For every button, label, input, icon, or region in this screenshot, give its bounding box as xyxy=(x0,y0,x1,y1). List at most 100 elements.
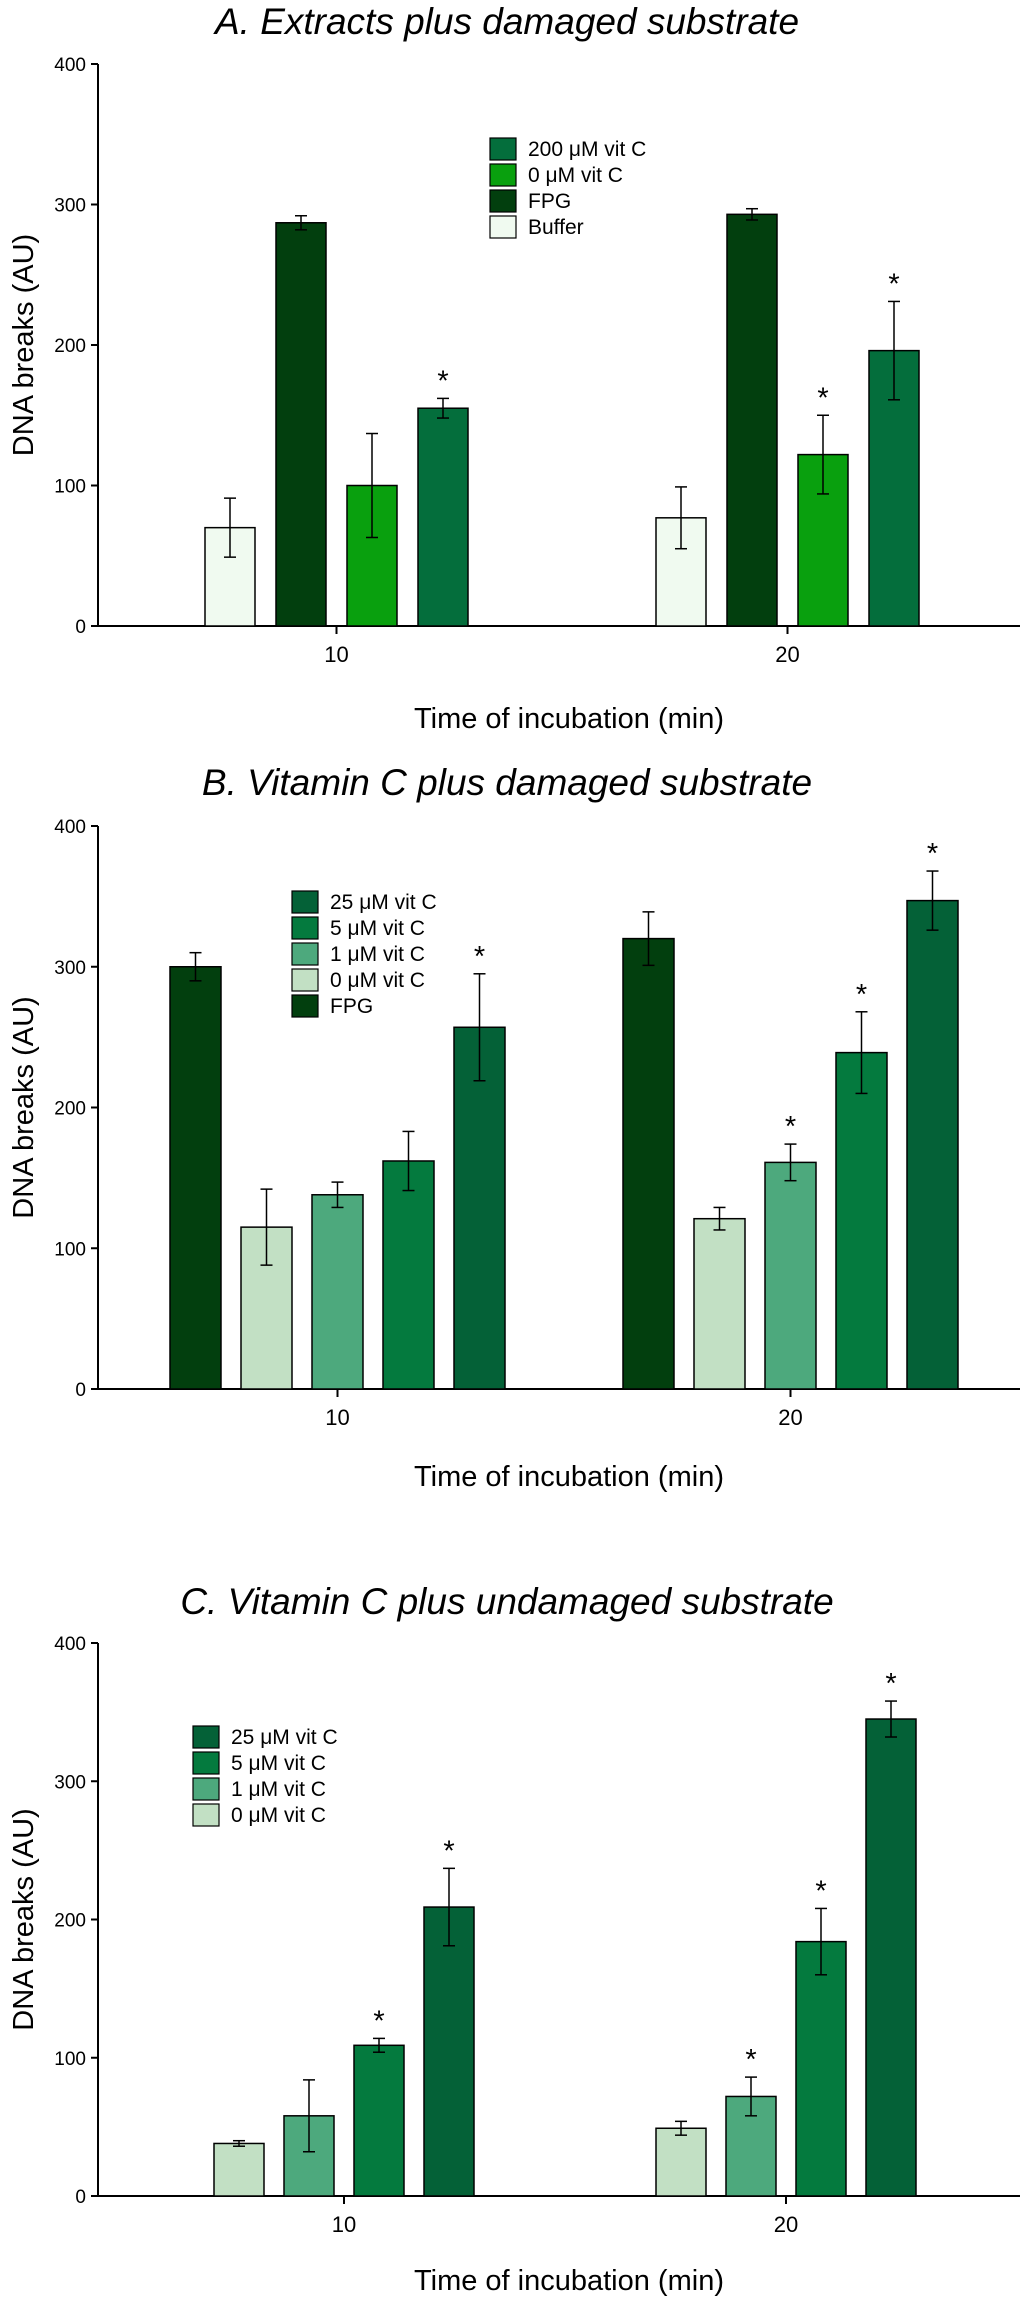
x-tick-label: 20 xyxy=(778,1405,802,1430)
legend-swatch-0-um-vit-c xyxy=(192,1803,220,1827)
error-bar xyxy=(926,870,939,931)
legend-label: FPG xyxy=(330,995,373,1018)
legend-label: 200 μM vit C xyxy=(528,138,646,161)
significance-mark: * xyxy=(856,979,867,1011)
legend-swatch-0-um-vit-c xyxy=(489,163,517,187)
bar-5-um-vit-c-10min xyxy=(353,2044,405,2197)
legend-swatch-buffer xyxy=(489,215,517,239)
bar-25-um-vit-c-20min xyxy=(865,1718,917,2197)
error-bar xyxy=(815,1907,827,1976)
y-axis-label: DNA breaks (AU) xyxy=(8,996,40,1218)
bar-0-um-vit-c-20min xyxy=(655,2127,707,2197)
bar-25-um-vit-c-20min xyxy=(906,899,959,1390)
legend-label: 0 μM vit C xyxy=(528,164,623,187)
x-tick-label: 20 xyxy=(774,2212,798,2237)
bar-25-um-vit-c-10min xyxy=(423,1906,475,2197)
y-tick-label: 300 xyxy=(54,1772,86,1793)
x-tick-label: 10 xyxy=(332,2212,356,2237)
legend-label: 1 μM vit C xyxy=(330,943,425,966)
significance-mark: * xyxy=(927,838,938,870)
y-tick-label: 200 xyxy=(54,1911,86,1932)
legend-label: 25 μM vit C xyxy=(231,1726,338,1749)
significance-mark: * xyxy=(888,268,899,300)
bar-0-um-vit-c-10min xyxy=(213,2142,265,2197)
error-bar xyxy=(260,1188,273,1266)
y-tick-label: 300 xyxy=(54,196,86,217)
x-tick-label: 20 xyxy=(775,642,799,667)
significance-mark: * xyxy=(785,1111,796,1143)
legend: 200 μM vit C 0 μM vit C FPG Buffer xyxy=(489,137,646,239)
error-bar xyxy=(295,214,307,231)
error-bar xyxy=(855,1011,868,1095)
legend-label: 25 μM vit C xyxy=(330,891,437,914)
y-tick-label: 100 xyxy=(54,2049,86,2070)
legend-swatch-25-um-vit-c xyxy=(291,890,319,914)
error-bar xyxy=(675,2120,687,2136)
bar-5-um-vit-c-20min xyxy=(835,1051,888,1390)
error-bar xyxy=(189,951,202,982)
legend-label: 5 μM vit C xyxy=(231,1752,326,1775)
x-tick-label: 10 xyxy=(325,1405,349,1430)
bar-5-um-vit-c-10min xyxy=(382,1160,435,1390)
panel-c: C. Vitamin C plus undamaged substrate 0 10… xyxy=(8,1581,1020,2297)
legend-swatch-0-um-vit-c xyxy=(291,968,319,992)
legend-label: 1 μM vit C xyxy=(231,1778,326,1801)
chart-title: B. Vitamin C plus damaged substrate xyxy=(202,762,812,803)
bar-fpg-10min xyxy=(275,222,327,627)
error-bar xyxy=(224,497,236,558)
error-bar xyxy=(888,300,900,401)
error-bar xyxy=(746,207,758,221)
bar-200-um-vit-c-10min xyxy=(417,407,469,627)
y-tick-label: 200 xyxy=(54,1099,86,1120)
error-bar xyxy=(745,2076,757,2117)
significance-mark: * xyxy=(885,1668,896,1700)
error-bar xyxy=(642,911,655,967)
chart-title: A. Extracts plus damaged substrate xyxy=(213,1,799,42)
y-tick-label: 400 xyxy=(54,55,86,76)
x-tick-label: 10 xyxy=(324,642,348,667)
significance-mark: * xyxy=(437,365,448,397)
error-bar xyxy=(331,1181,344,1209)
error-bar xyxy=(473,973,486,1082)
error-bar xyxy=(885,1700,897,1738)
legend-label: FPG xyxy=(528,190,571,213)
chart-title: C. Vitamin C plus undamaged substrate xyxy=(180,1581,833,1622)
legend-swatch-fpg xyxy=(489,189,517,213)
error-bar xyxy=(443,1867,455,1947)
y-tick-label: 200 xyxy=(54,336,86,357)
y-tick-label: 100 xyxy=(54,1239,86,1260)
bar-fpg-20min xyxy=(726,213,778,627)
y-tick-label: 0 xyxy=(75,2187,86,2208)
legend-label: 5 μM vit C xyxy=(330,917,425,940)
legend-swatch-25-um-vit-c xyxy=(192,1725,220,1749)
legend-swatch-5-um-vit-c xyxy=(192,1751,220,1775)
panel-a: A. Extracts plus damaged substrate 0 100 20… xyxy=(8,1,1020,735)
error-bar xyxy=(817,414,829,495)
significance-mark: * xyxy=(815,1875,826,1907)
legend-label: Buffer xyxy=(528,216,584,239)
legend: 25 μM vit C 5 μM vit C 1 μM vit C 0 μM vit … xyxy=(192,1725,338,1827)
y-tick-label: 400 xyxy=(54,817,86,838)
bar-0-um-vit-c-20min xyxy=(693,1217,746,1390)
legend-swatch-fpg xyxy=(291,994,319,1018)
y-axis-label: DNA breaks (AU) xyxy=(8,1808,40,2030)
error-bar xyxy=(675,486,687,550)
x-axis-label: Time of incubation (min) xyxy=(414,2265,724,2297)
error-bar xyxy=(784,1143,797,1182)
error-bar xyxy=(402,1130,415,1192)
legend-swatch-200-um-vit-c xyxy=(489,137,517,161)
y-tick-label: 0 xyxy=(75,617,86,638)
significance-mark: * xyxy=(373,2005,384,2037)
significance-mark: * xyxy=(443,1835,454,1867)
x-axis-label: Time of incubation (min) xyxy=(414,703,724,735)
x-axis-label: Time of incubation (min) xyxy=(414,1461,724,1493)
significance-mark: * xyxy=(745,2044,756,2076)
legend-swatch-1-um-vit-c xyxy=(291,942,319,966)
error-bar xyxy=(437,397,449,419)
legend-label: 0 μM vit C xyxy=(231,1804,326,1827)
bar-1-um-vit-c-20min xyxy=(764,1161,817,1390)
bar-5-um-vit-c-20min xyxy=(795,1940,847,2197)
y-tick-label: 100 xyxy=(54,477,86,498)
legend: 25 μM vit C 5 μM vit C 1 μM vit C 0 μM vit … xyxy=(291,890,437,1018)
